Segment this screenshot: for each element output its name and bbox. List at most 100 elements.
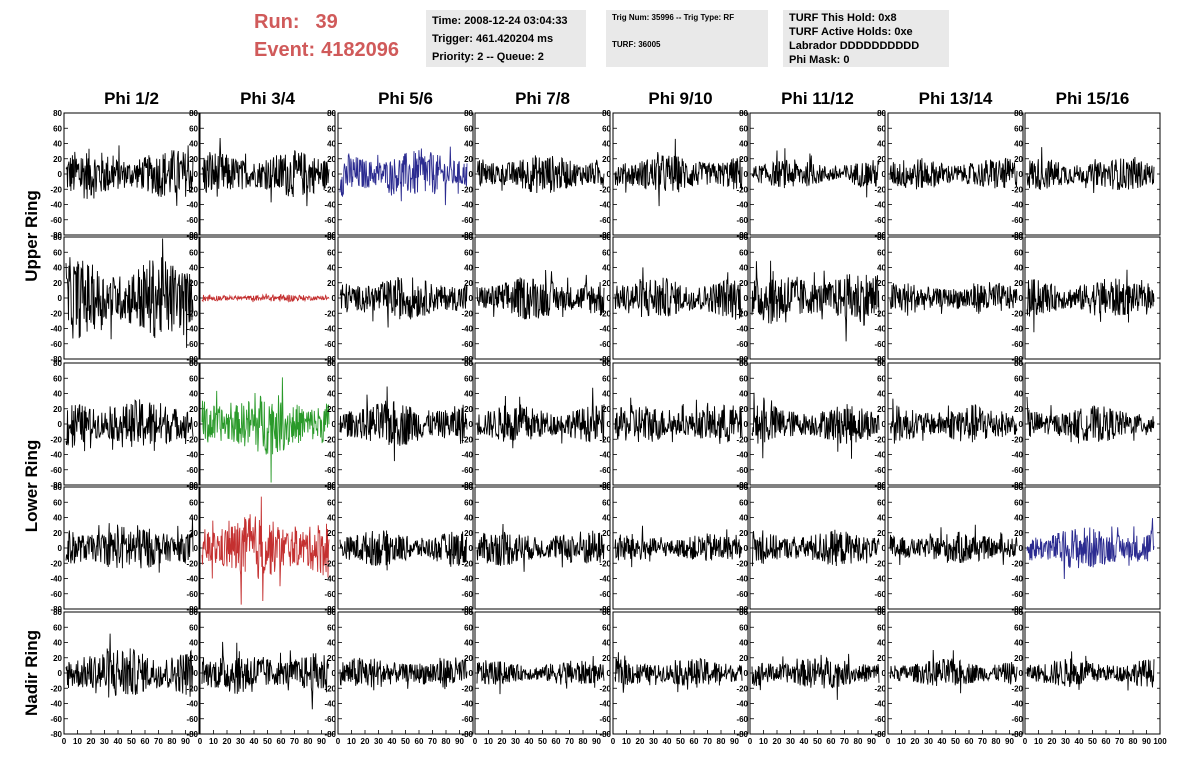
xtick-label-c6: 90 (867, 737, 876, 746)
ytick-label-r3-c7: 40 (877, 390, 886, 399)
ytick-label-r5-c1: -40 (50, 700, 62, 709)
ytick-label-r2-c3: 80 (327, 233, 336, 242)
xtick-label-c3: 20 (361, 737, 370, 746)
ytick-label-r4-c2: -60 (186, 590, 198, 599)
ytick-label-r4-c7: 80 (877, 483, 886, 492)
column-header-2: Phi 3/4 (240, 89, 295, 108)
ytick-label-r4-c2: 60 (189, 498, 198, 507)
ytick-label-r4-c4: -20 (461, 559, 473, 568)
xtick-label-c1: 40 (114, 737, 123, 746)
ytick-label-r4-c1: 40 (53, 514, 62, 523)
xtick-label-c3: 0 (336, 737, 341, 746)
ytick-label-r3-c5: -40 (599, 451, 611, 460)
ytick-label-r3-c2: -20 (186, 435, 198, 444)
ytick-label-r2-c6: 80 (739, 233, 748, 242)
xtick-label-c6: 80 (854, 737, 863, 746)
xtick-label-c2: 10 (209, 737, 218, 746)
ytick-label-r3-c6: 20 (739, 405, 748, 414)
waveform-r3-c6 (751, 392, 880, 459)
ytick-label-r2-c7: -80 (874, 355, 886, 364)
ytick-label-r4-c1: 80 (53, 483, 62, 492)
ytick-label-r4-c3: -20 (324, 559, 336, 568)
ytick-label-r3-c4: -60 (461, 466, 473, 475)
xtick-label-c7: 80 (992, 737, 1001, 746)
ytick-label-r3-c3: -40 (324, 451, 336, 460)
xtick-label-c6: 60 (827, 737, 836, 746)
ytick-label-r5-c4: -20 (461, 684, 473, 693)
ytick-label-r4-c4: -40 (461, 575, 473, 584)
ytick-label-r5-c5: 60 (602, 623, 611, 632)
xtick-label-c7: 40 (938, 737, 947, 746)
ytick-label-r1-c8: -20 (1011, 185, 1023, 194)
ytick-label-r2-c2: -20 (186, 309, 198, 318)
ytick-label-r1-c3: -80 (324, 231, 336, 240)
ytick-label-r5-c3: 20 (327, 654, 336, 663)
ytick-label-r5-c2: 60 (189, 623, 198, 632)
ytick-label-r3-c8: -40 (1011, 451, 1023, 460)
ytick-label-r5-c1: 40 (53, 639, 62, 648)
ytick-label-r3-c3: 80 (327, 359, 336, 368)
xtick-label-c8: 90 (1142, 737, 1151, 746)
ytick-label-r4-c7: -20 (874, 559, 886, 568)
waveform-r4-c8 (1026, 518, 1155, 580)
xtick-label-c3: 30 (374, 737, 383, 746)
waveform-r3-c3 (339, 386, 468, 462)
ytick-label-r5-c4: 80 (464, 608, 473, 617)
ytick-label-r5-c6: 40 (739, 639, 748, 648)
ytick-label-r5-c5: 80 (602, 608, 611, 617)
ytick-label-r2-c4: -20 (461, 309, 473, 318)
ytick-label-r3-c5: 40 (602, 390, 611, 399)
ytick-label-r2-c3: 40 (327, 264, 336, 273)
ytick-label-r1-c3: -60 (324, 216, 336, 225)
ytick-label-r4-c7: -60 (874, 590, 886, 599)
ytick-label-r4-c4: -60 (461, 590, 473, 599)
xtick-label-c2: 20 (223, 737, 232, 746)
ytick-label-r5-c7: 60 (877, 623, 886, 632)
ytick-label-r2-c6: -60 (736, 340, 748, 349)
waveform-r3-c1 (65, 399, 194, 452)
xtick-label-c2: 60 (277, 737, 286, 746)
ytick-label-r3-c2: 60 (189, 374, 198, 383)
ytick-label-r1-c3: -40 (324, 201, 336, 210)
xtick-label-c5: 40 (663, 737, 672, 746)
ytick-label-r2-c2: -40 (186, 325, 198, 334)
waveform-r2-c2 (201, 293, 330, 303)
ytick-label-r2-c2: 80 (189, 233, 198, 242)
waveform-r4-c5 (614, 525, 743, 568)
xtick-label-c6: 30 (786, 737, 795, 746)
xtick-label-c7: 90 (1005, 737, 1014, 746)
ytick-label-r2-c8: -80 (1011, 355, 1023, 364)
event-label: Event: (254, 39, 316, 61)
ytick-label-r4-c1: 0 (58, 544, 63, 553)
ytick-label-r3-c7: -80 (874, 481, 886, 490)
ytick-label-r5-c7: 80 (877, 608, 886, 617)
ytick-label-r1-c7: 40 (877, 140, 886, 149)
ytick-label-r4-c3: 0 (332, 544, 337, 553)
ytick-label-r1-c4: -60 (461, 216, 473, 225)
ytick-label-r5-c2: 20 (189, 654, 198, 663)
ytick-label-r3-c4: -80 (461, 481, 473, 490)
ytick-label-r4-c4: 40 (464, 514, 473, 523)
ytick-label-r1-c8: 20 (1014, 155, 1023, 164)
ytick-label-r3-c5: 0 (607, 420, 612, 429)
ytick-label-r5-c8: 40 (1014, 639, 1023, 648)
xtick-label-c5: 30 (649, 737, 658, 746)
ytick-label-r4-c5: 80 (602, 483, 611, 492)
ytick-label-r3-c2: 80 (189, 359, 198, 368)
xtick-label-c6: 70 (840, 737, 849, 746)
ytick-label-r2-c8: 80 (1014, 233, 1023, 242)
ytick-label-r4-c3: -80 (324, 605, 336, 614)
ytick-label-r4-c6: 80 (739, 483, 748, 492)
ytick-label-r2-c8: 60 (1014, 248, 1023, 257)
column-header-1: Phi 1/2 (104, 89, 159, 108)
event-line: Event: 4182096 (254, 36, 399, 64)
ytick-label-r1-c6: 40 (739, 140, 748, 149)
xtick-label-c7: 50 (951, 737, 960, 746)
ytick-label-r1-c8: 80 (1014, 109, 1023, 118)
xtick-label-c5: 80 (717, 737, 726, 746)
ytick-label-r1-c7: -40 (874, 201, 886, 210)
ytick-label-r1-c3: 60 (327, 124, 336, 133)
ytick-label-r2-c4: -40 (461, 325, 473, 334)
ytick-label-r5-c4: 60 (464, 623, 473, 632)
